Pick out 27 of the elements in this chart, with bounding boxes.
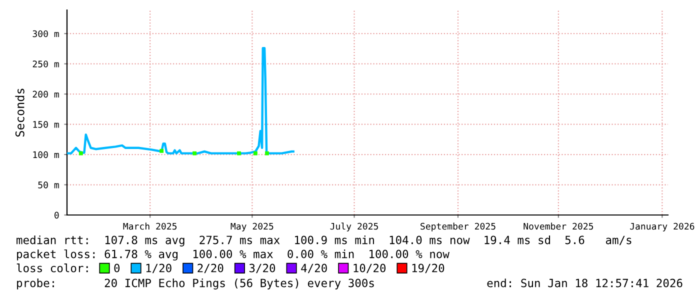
legend-title: loss color: — [16, 264, 88, 272]
y-tick-label: 150 m — [33, 121, 59, 128]
legend-label: 4/20 — [301, 264, 327, 274]
x-tick-label: July 2025 — [330, 222, 378, 232]
line-series — [67, 46, 294, 154]
legend-label: 2/20 — [198, 264, 224, 274]
legend-label: 1/20 — [146, 264, 172, 274]
text: packet loss: 61.78 % avg 100.00 % max 0.00 % min 100.00 % now — [17, 249, 450, 261]
y-tick-label: 100 m — [33, 151, 59, 158]
legend-label: 10/20 — [354, 264, 386, 274]
x-tick-label: March 2025 — [123, 222, 177, 230]
y-tick-label: 200 m — [32, 90, 59, 98]
x-tick-label: January 2026 — [630, 222, 694, 232]
legend-label: 3/20 — [249, 264, 276, 274]
text: end: Sun Jan 18 12:57:41 2026 — [487, 278, 682, 288]
y-tick-label: 50 m — [38, 182, 59, 188]
x-tick-label: May 2025 — [230, 222, 274, 232]
y-axis-title: Seconds — [15, 88, 24, 137]
y-tick-label: 300 m — [32, 30, 59, 38]
y-tick-label: 0 — [54, 212, 59, 219]
x-tick-label: November 2025 — [524, 222, 594, 230]
y-tick-label: 250 m — [32, 60, 59, 68]
text: median rtt: 107.8 ms avg 275.7 ms max 100.9 ms min 104.0 ms now 19.4 ms sd 5.6 am/s — [16, 236, 632, 246]
text: probe: 20 ICMP Echo Pings (56 Bytes) every 300s — [17, 278, 374, 290]
legend-label: 19/20 — [412, 264, 444, 274]
legend-label: 0 — [114, 264, 120, 272]
x-tick-label: September 2025 — [420, 222, 496, 232]
